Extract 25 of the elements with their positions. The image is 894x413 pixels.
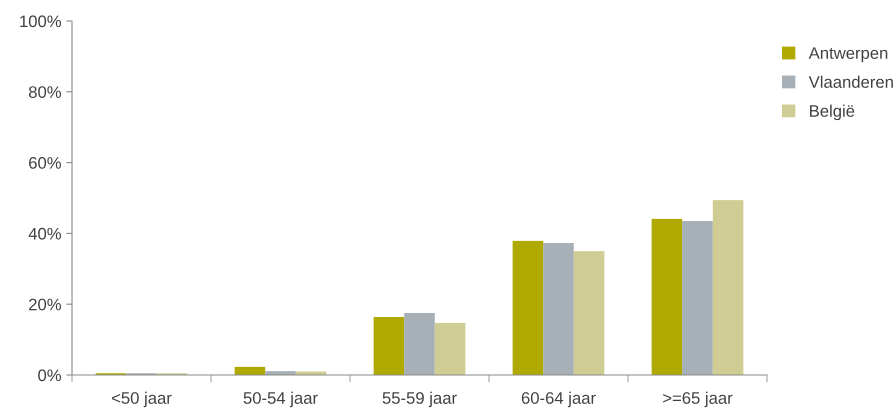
bar xyxy=(712,200,744,375)
bar xyxy=(374,316,404,375)
y-tick-label: 60% xyxy=(29,157,61,169)
y-tick-label: 20% xyxy=(29,298,61,310)
bar xyxy=(512,240,544,375)
x-tick-label: 60-64 jaar xyxy=(522,392,596,408)
legend-label: België xyxy=(810,104,854,120)
y-tick-label: 0% xyxy=(38,369,61,382)
legend-label: Vlaanderen xyxy=(808,76,893,88)
y-tick-label: 40% xyxy=(28,228,61,240)
bar xyxy=(434,322,466,375)
bar xyxy=(404,313,435,375)
bar xyxy=(543,242,574,375)
bar xyxy=(265,371,296,375)
x-tick-label: >=65 jaar xyxy=(663,392,732,408)
bar xyxy=(682,221,713,375)
y-tick-label: 80% xyxy=(28,86,61,98)
legend-label: Antwerpen xyxy=(808,47,888,62)
y-tick-label: 100% xyxy=(20,15,61,28)
bar xyxy=(574,251,604,375)
bar xyxy=(652,218,682,375)
x-tick-label: 50-54 jaar xyxy=(244,392,318,408)
x-tick-label: <50 jaar xyxy=(112,392,172,408)
x-tick-label: 55-59 jaar xyxy=(382,392,457,408)
bar xyxy=(234,366,266,375)
